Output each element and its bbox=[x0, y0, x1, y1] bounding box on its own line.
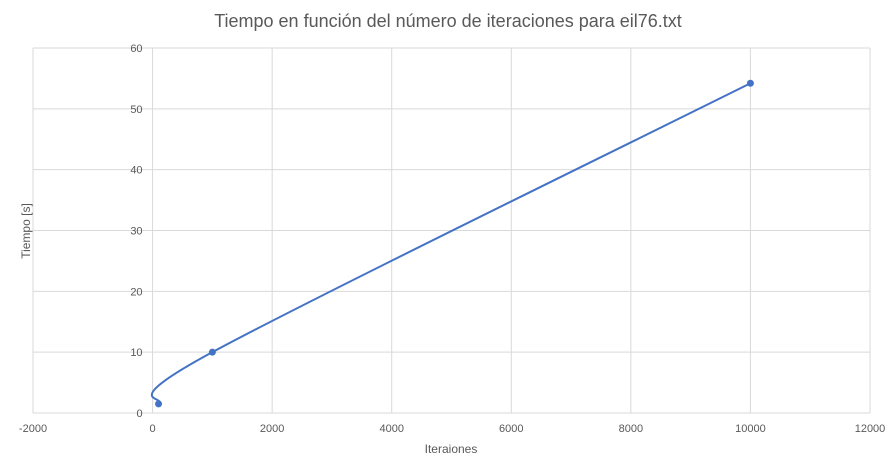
x-tick-label: 0 bbox=[150, 423, 156, 435]
x-tick-label: 12000 bbox=[855, 423, 886, 435]
y-tick-label: 10 bbox=[130, 347, 142, 359]
data-point bbox=[746, 79, 754, 87]
data-point bbox=[155, 400, 163, 408]
y-tick-label: 40 bbox=[130, 165, 142, 177]
x-tick-label: 10000 bbox=[735, 423, 766, 435]
data-point bbox=[208, 348, 216, 356]
x-tick-label: 2000 bbox=[260, 423, 284, 435]
x-axis-label: Iteraiones bbox=[425, 442, 478, 456]
y-tick-label: 50 bbox=[130, 104, 142, 116]
y-axis-ticks: 0 10 20 30 40 50 60 bbox=[130, 43, 142, 420]
y-tick-label: 60 bbox=[130, 43, 142, 55]
series-layer bbox=[150, 79, 754, 408]
x-tick-label: 4000 bbox=[379, 423, 403, 435]
y-tick-label: 0 bbox=[136, 408, 142, 420]
y-tick-label: 30 bbox=[130, 226, 142, 238]
series-line bbox=[150, 82, 751, 405]
x-tick-label: -2000 bbox=[19, 423, 47, 435]
y-tick-label: 20 bbox=[130, 286, 142, 298]
grid bbox=[32, 47, 871, 414]
x-tick-label: 6000 bbox=[499, 423, 523, 435]
x-tick-label: 8000 bbox=[619, 423, 643, 435]
x-axis-ticks: -2000 0 2000 4000 6000 8000 10000 12000 bbox=[19, 423, 885, 435]
y-axis-label: Tiempo [s] bbox=[19, 203, 33, 259]
chart-title: Tiempo en función del número de iteracio… bbox=[214, 11, 682, 31]
